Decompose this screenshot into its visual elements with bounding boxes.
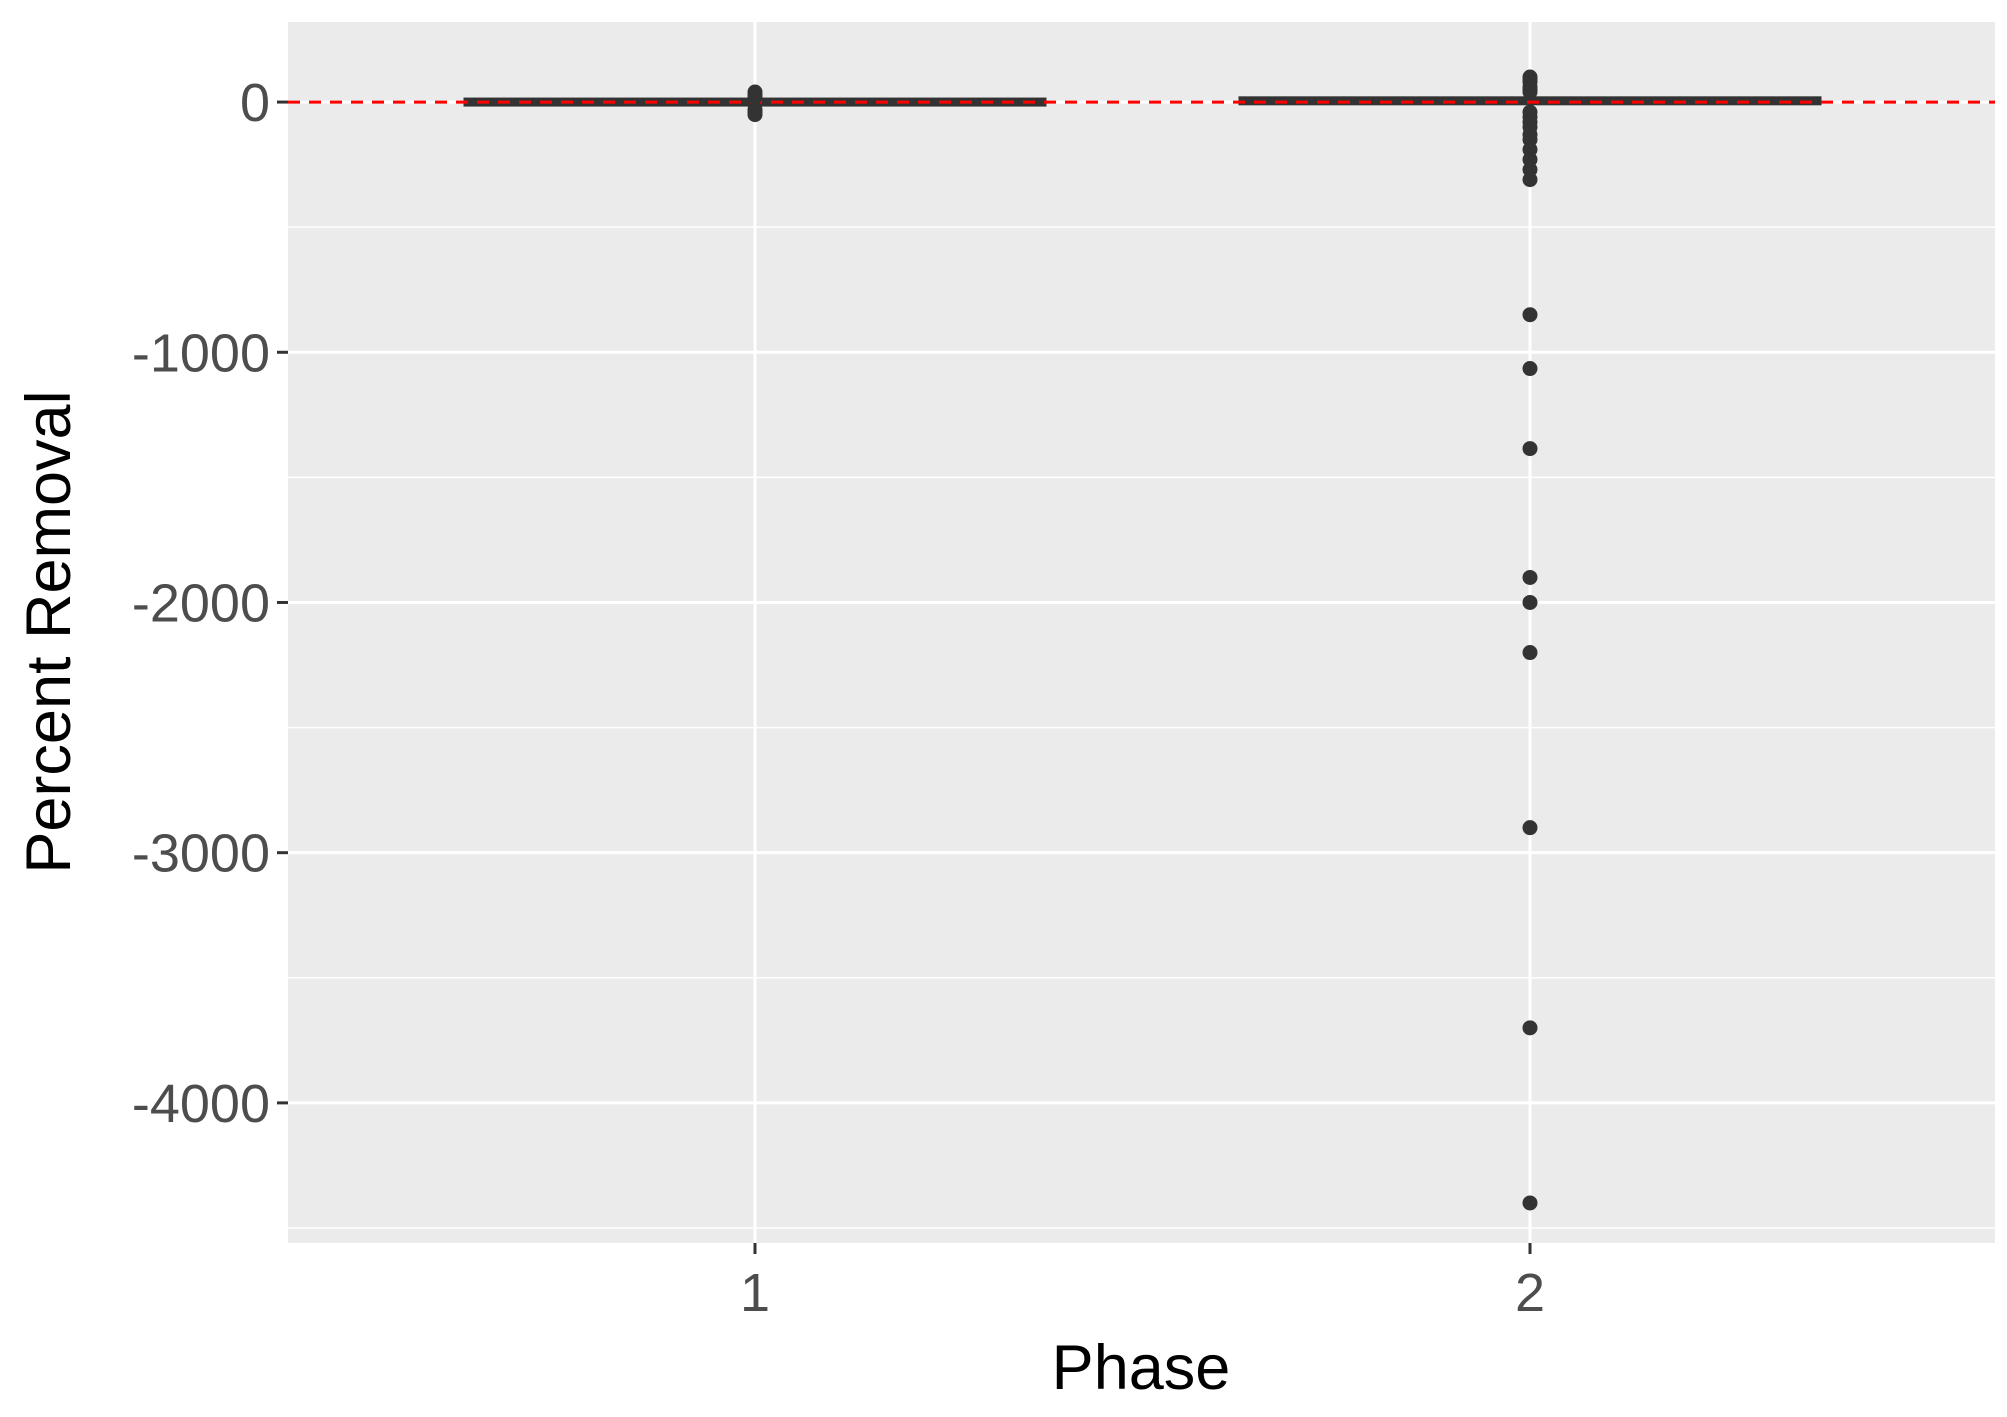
outlier-point [747, 107, 763, 123]
outlier-point [1522, 1195, 1538, 1211]
outlier-point [1522, 569, 1538, 585]
outlier-point [1522, 172, 1538, 188]
outlier-point [1522, 84, 1538, 100]
y-tick-label: -1000 [132, 323, 270, 383]
y-tick-label: -3000 [132, 824, 270, 884]
minor-gridlines [288, 226, 1995, 1229]
outlier-point [1522, 645, 1538, 661]
y-tick-label: -4000 [132, 1074, 270, 1134]
y-tick-label: 0 [240, 73, 270, 133]
outlier-point [747, 89, 763, 105]
plot-panel [288, 22, 1995, 1243]
x-tick-label: 1 [740, 1263, 770, 1323]
y-tick-label: -2000 [132, 573, 270, 633]
y-axis: 0 -1000 -2000 -3000 -4000 [132, 73, 288, 1134]
outlier-point [1522, 441, 1538, 457]
outlier-point [1522, 1020, 1538, 1036]
x-tick-label: 2 [1515, 1263, 1545, 1323]
outlier-point [1522, 307, 1538, 323]
outlier-point [1522, 361, 1538, 377]
outlier-point [1522, 820, 1538, 836]
outlier-points [747, 69, 1538, 1211]
x-axis-title: Phase [1052, 1333, 1231, 1403]
outlier-point [1522, 594, 1538, 610]
y-axis-title: Percent Removal [14, 390, 84, 873]
